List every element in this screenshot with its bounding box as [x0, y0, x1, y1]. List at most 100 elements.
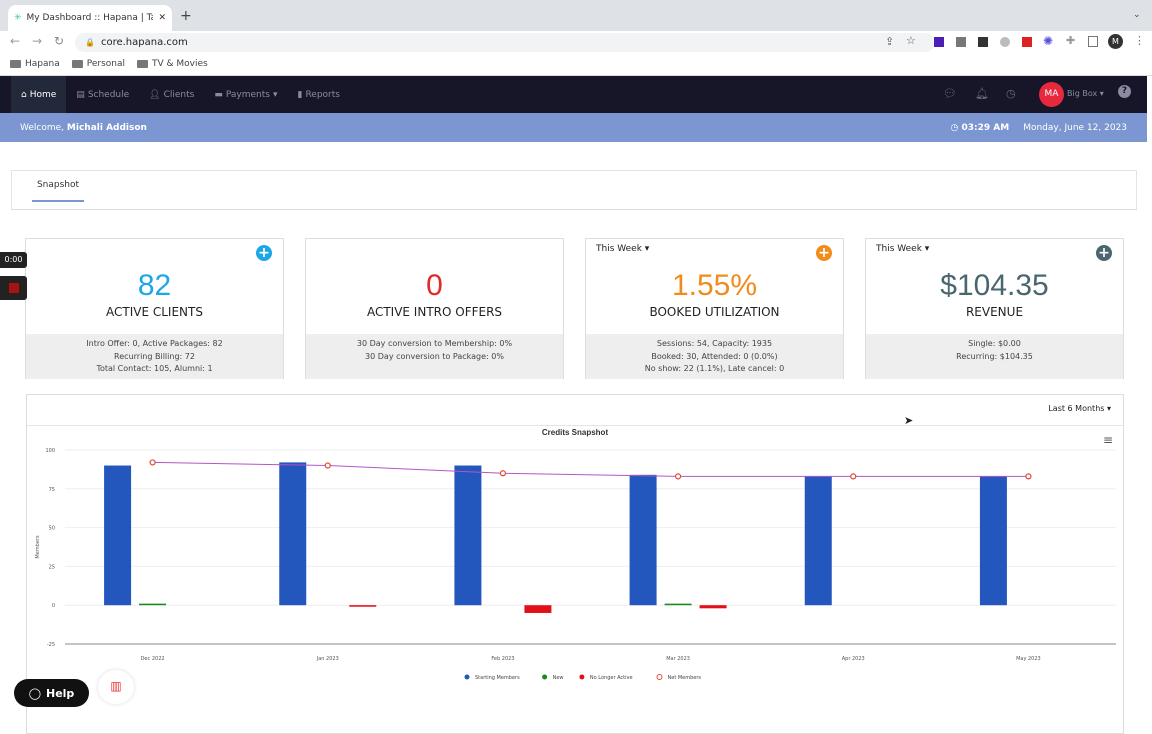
browser-tab-bar: ✳ My Dashboard :: Hapana | Take ✕ + ⌄ — [0, 0, 1152, 31]
add-plus-icon[interactable]: + — [816, 245, 832, 261]
folder-icon — [137, 60, 148, 68]
card-label: ACTIVE CLIENTS — [106, 305, 203, 319]
card-label: BOOKED UTILIZATION — [649, 305, 780, 319]
help-button[interactable]: ◯ Help — [14, 679, 89, 707]
extensions-puzzle-icon[interactable]: ✚ — [1066, 34, 1076, 47]
barcode-scanner-icon[interactable]: ▥ — [98, 670, 134, 704]
tab-panel: Snapshot — [11, 170, 1137, 210]
chart-menu-hamburger-icon[interactable]: ≡ — [1102, 433, 1113, 447]
menu-kebab-icon[interactable]: ⋮ — [1134, 34, 1145, 47]
account-name: Big Box — [1067, 89, 1098, 98]
card-label: REVENUE — [965, 305, 1024, 319]
stop-recording-button[interactable] — [0, 276, 27, 300]
legend-marker — [542, 674, 548, 680]
y-axis-label: Members — [35, 535, 41, 559]
recording-timer: 0:00 — [0, 252, 27, 268]
profile-avatar[interactable]: M — [1108, 34, 1123, 49]
bookmark-hapana[interactable]: Hapana — [10, 59, 60, 69]
x-tick-label: Mar 2023 — [666, 656, 690, 662]
gmail-extension-icon[interactable] — [1022, 37, 1032, 47]
net-members-point — [850, 473, 857, 480]
card-details: Sessions: 54, Capacity: 1935 Booked: 30, … — [586, 334, 843, 379]
url-field[interactable]: 🔒 core.hapana.com — [75, 33, 935, 52]
nav-home[interactable]: ⌂ Home — [11, 76, 67, 113]
detail-line: Total Contact: 105, Alumni: 1 — [96, 364, 213, 373]
range-label: Last 6 Months — [1048, 404, 1105, 413]
lock-icon: 🔒 — [85, 38, 95, 47]
bell-icon[interactable]: 🔔︎ — [975, 87, 989, 100]
help-question-icon[interactable]: ? — [1118, 85, 1131, 98]
side-panel-icon[interactable] — [1088, 36, 1098, 47]
clock-icon[interactable]: ◷ — [1006, 87, 1016, 100]
y-tick-label: -25 — [47, 642, 55, 648]
nav-payments[interactable]: ▬ Payments ▾ — [204, 76, 287, 113]
period-dropdown[interactable]: This Week ▾ — [876, 244, 930, 254]
welcome-text: Welcome, — [20, 122, 65, 133]
x-tick-label: Apr 2023 — [842, 656, 865, 662]
bookmark-tv-movies[interactable]: TV & Movies — [137, 59, 208, 69]
nav-reports[interactable]: ▮ Reports — [288, 76, 350, 113]
nav-label: Home — [29, 89, 57, 100]
bar-starting-members — [454, 465, 482, 606]
back-icon[interactable]: ← — [10, 34, 21, 48]
account-switcher[interactable]: Big Box ▾ — [1067, 89, 1104, 98]
extension-icon[interactable] — [1000, 37, 1010, 47]
nav-clients[interactable]: 👤︎ Clients — [139, 76, 204, 113]
bar-starting-members — [979, 476, 1007, 606]
reload-icon[interactable]: ↻ — [54, 34, 65, 48]
time-text: 03:29 AM — [961, 122, 1010, 133]
url-text: core.hapana.com — [100, 37, 188, 48]
legend-marker — [656, 674, 663, 680]
y-tick-label: 0 — [52, 603, 55, 609]
main-nav: ⌂ Home ▤ Schedule 👤︎ Clients ▬ Payments ▾ ▮ Re… — [0, 76, 1147, 113]
mouse-cursor-icon: ➤ — [904, 414, 914, 427]
card-details: Intro Offer: 0, Active Packages: 82 Recur… — [26, 334, 283, 379]
close-tab-icon[interactable]: ✕ — [158, 13, 166, 23]
detail-line: Sessions: 54, Capacity: 1935 — [656, 339, 773, 348]
y-tick-label: 50 — [49, 526, 55, 532]
net-members-point — [324, 462, 331, 469]
share-icon[interactable]: ⇪ — [885, 35, 895, 48]
clock-icon: ◷ — [950, 122, 959, 133]
extension-icon[interactable] — [956, 37, 966, 47]
nav-schedule[interactable]: ▤ Schedule — [66, 76, 139, 113]
detail-line: Single: $0.00 — [968, 339, 1021, 348]
period-dropdown[interactable]: This Week ▾ — [596, 244, 650, 254]
x-tick-label: Feb 2023 — [491, 656, 514, 662]
extension-icon[interactable] — [934, 37, 944, 47]
legend-marker — [579, 674, 585, 680]
legend-marker — [464, 674, 470, 680]
tab-snapshot[interactable]: Snapshot — [32, 180, 84, 202]
extension-icon[interactable] — [978, 37, 988, 47]
period-label: This Week — [596, 244, 642, 254]
help-label: Help — [46, 686, 75, 700]
tab-search-chevron-icon[interactable]: ⌄ — [1133, 10, 1141, 20]
bookmark-star-icon[interactable]: ☆ — [906, 34, 916, 47]
browser-tab[interactable]: ✳ My Dashboard :: Hapana | Take ✕ — [8, 5, 172, 31]
bar-no-longer-active — [349, 605, 377, 607]
chart-title: Credits Snapshot — [542, 428, 609, 437]
range-dropdown[interactable]: Last 6 Months ▾ — [1048, 404, 1111, 413]
bookmark-label: Personal — [86, 59, 125, 69]
y-tick-label: 25 — [49, 564, 55, 570]
new-tab-icon[interactable]: + — [180, 8, 192, 24]
x-tick-label: Dec 2022 — [141, 656, 165, 662]
credit-card-icon: ▬ — [214, 89, 223, 100]
card-details: Single: $0.00 Recurring: $104.35 — [866, 334, 1123, 379]
bookmark-label: TV & Movies — [152, 59, 208, 69]
add-plus-icon[interactable]: + — [1096, 245, 1112, 261]
chat-icon[interactable]: 💬︎ — [943, 87, 957, 100]
add-client-plus-icon[interactable]: + — [256, 245, 272, 261]
detail-line: Recurring Billing: 72 — [114, 351, 195, 361]
detail-line: Recurring: $104.35 — [956, 351, 1033, 361]
card-value: $104.35 — [940, 269, 1049, 302]
user-icon: 👤︎ — [149, 89, 161, 100]
user-avatar[interactable]: MA — [1039, 82, 1064, 107]
legend-item: Net Members — [668, 675, 702, 681]
net-members-point — [674, 473, 682, 480]
bar-new — [664, 603, 692, 606]
bookmark-personal[interactable]: Personal — [71, 59, 125, 69]
extension-icon[interactable]: ✺ — [1043, 34, 1054, 48]
net-members-point — [1025, 473, 1032, 480]
forward-icon[interactable]: → — [32, 34, 43, 48]
